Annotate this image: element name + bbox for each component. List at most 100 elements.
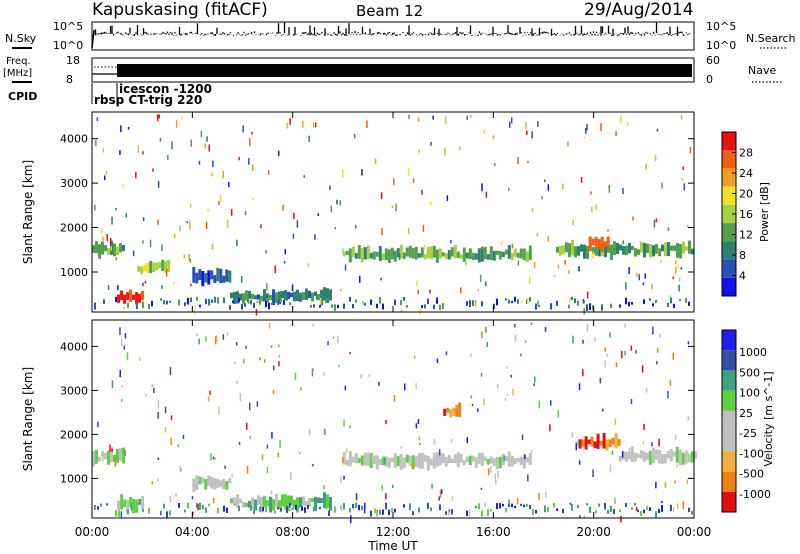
velocity-speckle	[445, 351, 448, 356]
power-scatter-cell	[673, 303, 675, 308]
velocity-speckle	[480, 487, 483, 490]
velocity-scatter-cell	[319, 506, 321, 510]
velocity-speckle	[119, 369, 121, 378]
velocity-speckle	[119, 327, 121, 336]
power-speckle	[292, 233, 295, 239]
velocity-cell-4	[438, 452, 442, 466]
velocity-speckle	[212, 456, 215, 460]
power-cell-3	[225, 269, 229, 282]
velocity-colorbar-swatch	[722, 350, 736, 371]
velocity-scatter-cell	[304, 507, 306, 513]
power-speckle	[450, 240, 452, 244]
power-speckle	[291, 284, 294, 292]
velocity-cell-4	[432, 452, 436, 469]
power-speckle	[362, 300, 364, 305]
power-speckle	[651, 283, 653, 290]
power-speckle	[482, 245, 484, 249]
velocity-scatter-cell	[529, 505, 531, 509]
velocity-cell-4	[342, 452, 346, 465]
velocity-speckle	[278, 361, 280, 367]
power-cell-5	[456, 251, 460, 259]
velocity-cell-3	[242, 501, 245, 508]
power-speckle	[228, 182, 230, 187]
velocity-cell-4	[405, 454, 409, 463]
velocity-cell-7	[639, 450, 643, 459]
power-scatter-cell	[508, 299, 510, 304]
velocity-speckle	[381, 485, 384, 491]
power-scatter-cell	[574, 298, 576, 304]
power-scatter-cell	[241, 303, 243, 310]
power-cell-5	[405, 247, 409, 257]
velocity-speckle	[621, 451, 624, 458]
velocity-cell-4	[456, 452, 460, 468]
power-cell-3	[222, 275, 226, 283]
velocity-scatter-cell	[526, 503, 528, 507]
power-cell-6	[655, 244, 658, 254]
velocity-cell-4	[381, 456, 385, 466]
power-speckle	[206, 221, 209, 228]
power-speckle	[689, 146, 692, 153]
velocity-speckle	[246, 465, 249, 474]
velocity-scatter-cell	[637, 509, 639, 513]
velocity-speckle	[686, 479, 689, 485]
power-speckle	[142, 217, 145, 222]
power-ytick-label: 3000	[60, 177, 88, 190]
velocity-cell-1	[117, 500, 121, 511]
velocity-scatter-cell	[451, 509, 453, 515]
power-scatter-cell	[505, 298, 507, 301]
velocity-cell-7	[624, 451, 628, 462]
velocity-speckle	[156, 478, 159, 482]
power-ytick-label: 4000	[60, 133, 88, 146]
velocity-speckle	[164, 427, 167, 433]
power-cell-3	[216, 267, 220, 282]
power-speckle	[188, 254, 190, 262]
power-scatter-cell	[586, 304, 588, 311]
power-colorbar-label: 12	[739, 229, 753, 242]
power-speckle	[123, 307, 125, 310]
velocity-cell-0	[107, 450, 110, 465]
power-speckle	[444, 147, 446, 156]
velocity-cell-4	[462, 460, 466, 466]
power-cell-6	[664, 242, 667, 257]
velocity-speckle	[157, 457, 160, 460]
velocity-colorbar-label: -1000	[739, 488, 771, 501]
power-speckle	[319, 298, 322, 305]
power-cell-5	[354, 253, 358, 259]
power-cell-6	[571, 239, 574, 256]
velocity-speckle	[236, 381, 238, 384]
velocity-cell-7	[654, 449, 658, 460]
power-speckle	[248, 158, 250, 165]
power-speckle	[120, 125, 122, 133]
power-cell-5	[525, 251, 529, 263]
velocity-cell-4	[513, 458, 517, 465]
freq-unit: [MHz]	[3, 68, 32, 79]
velocity-scatter-cell	[598, 503, 600, 507]
power-scatter-cell	[517, 299, 519, 304]
velocity-speckle	[471, 403, 474, 407]
power-scatter-cell	[619, 304, 621, 308]
power-cell-6	[604, 244, 607, 258]
power-cell-1	[141, 290, 145, 300]
power-cell-4	[251, 293, 254, 300]
cpid-entry-1: icescon -1200	[119, 82, 212, 96]
power-speckle	[374, 158, 377, 164]
power-scatter-cell	[472, 300, 474, 306]
velocity-cell-3	[308, 498, 311, 507]
velocity-speckle	[672, 507, 675, 513]
velocity-cell-4	[447, 454, 451, 463]
power-cell-3	[195, 272, 199, 284]
power-cell-4	[272, 289, 275, 306]
power-speckle	[667, 227, 670, 232]
power-cell-6	[619, 244, 622, 251]
velocity-speckle	[514, 324, 516, 328]
power-speckle	[252, 164, 254, 172]
power-speckle	[105, 171, 108, 176]
power-speckle	[159, 138, 162, 142]
velocity-speckle	[487, 468, 490, 476]
x-tick-label: 00:00	[75, 525, 110, 539]
velocity-scatter-cell	[445, 511, 447, 515]
x-tick-label: 12:00	[376, 525, 411, 539]
velocity-speckle	[249, 435, 251, 440]
power-speckle	[407, 227, 410, 235]
power-cell-7	[606, 236, 610, 247]
